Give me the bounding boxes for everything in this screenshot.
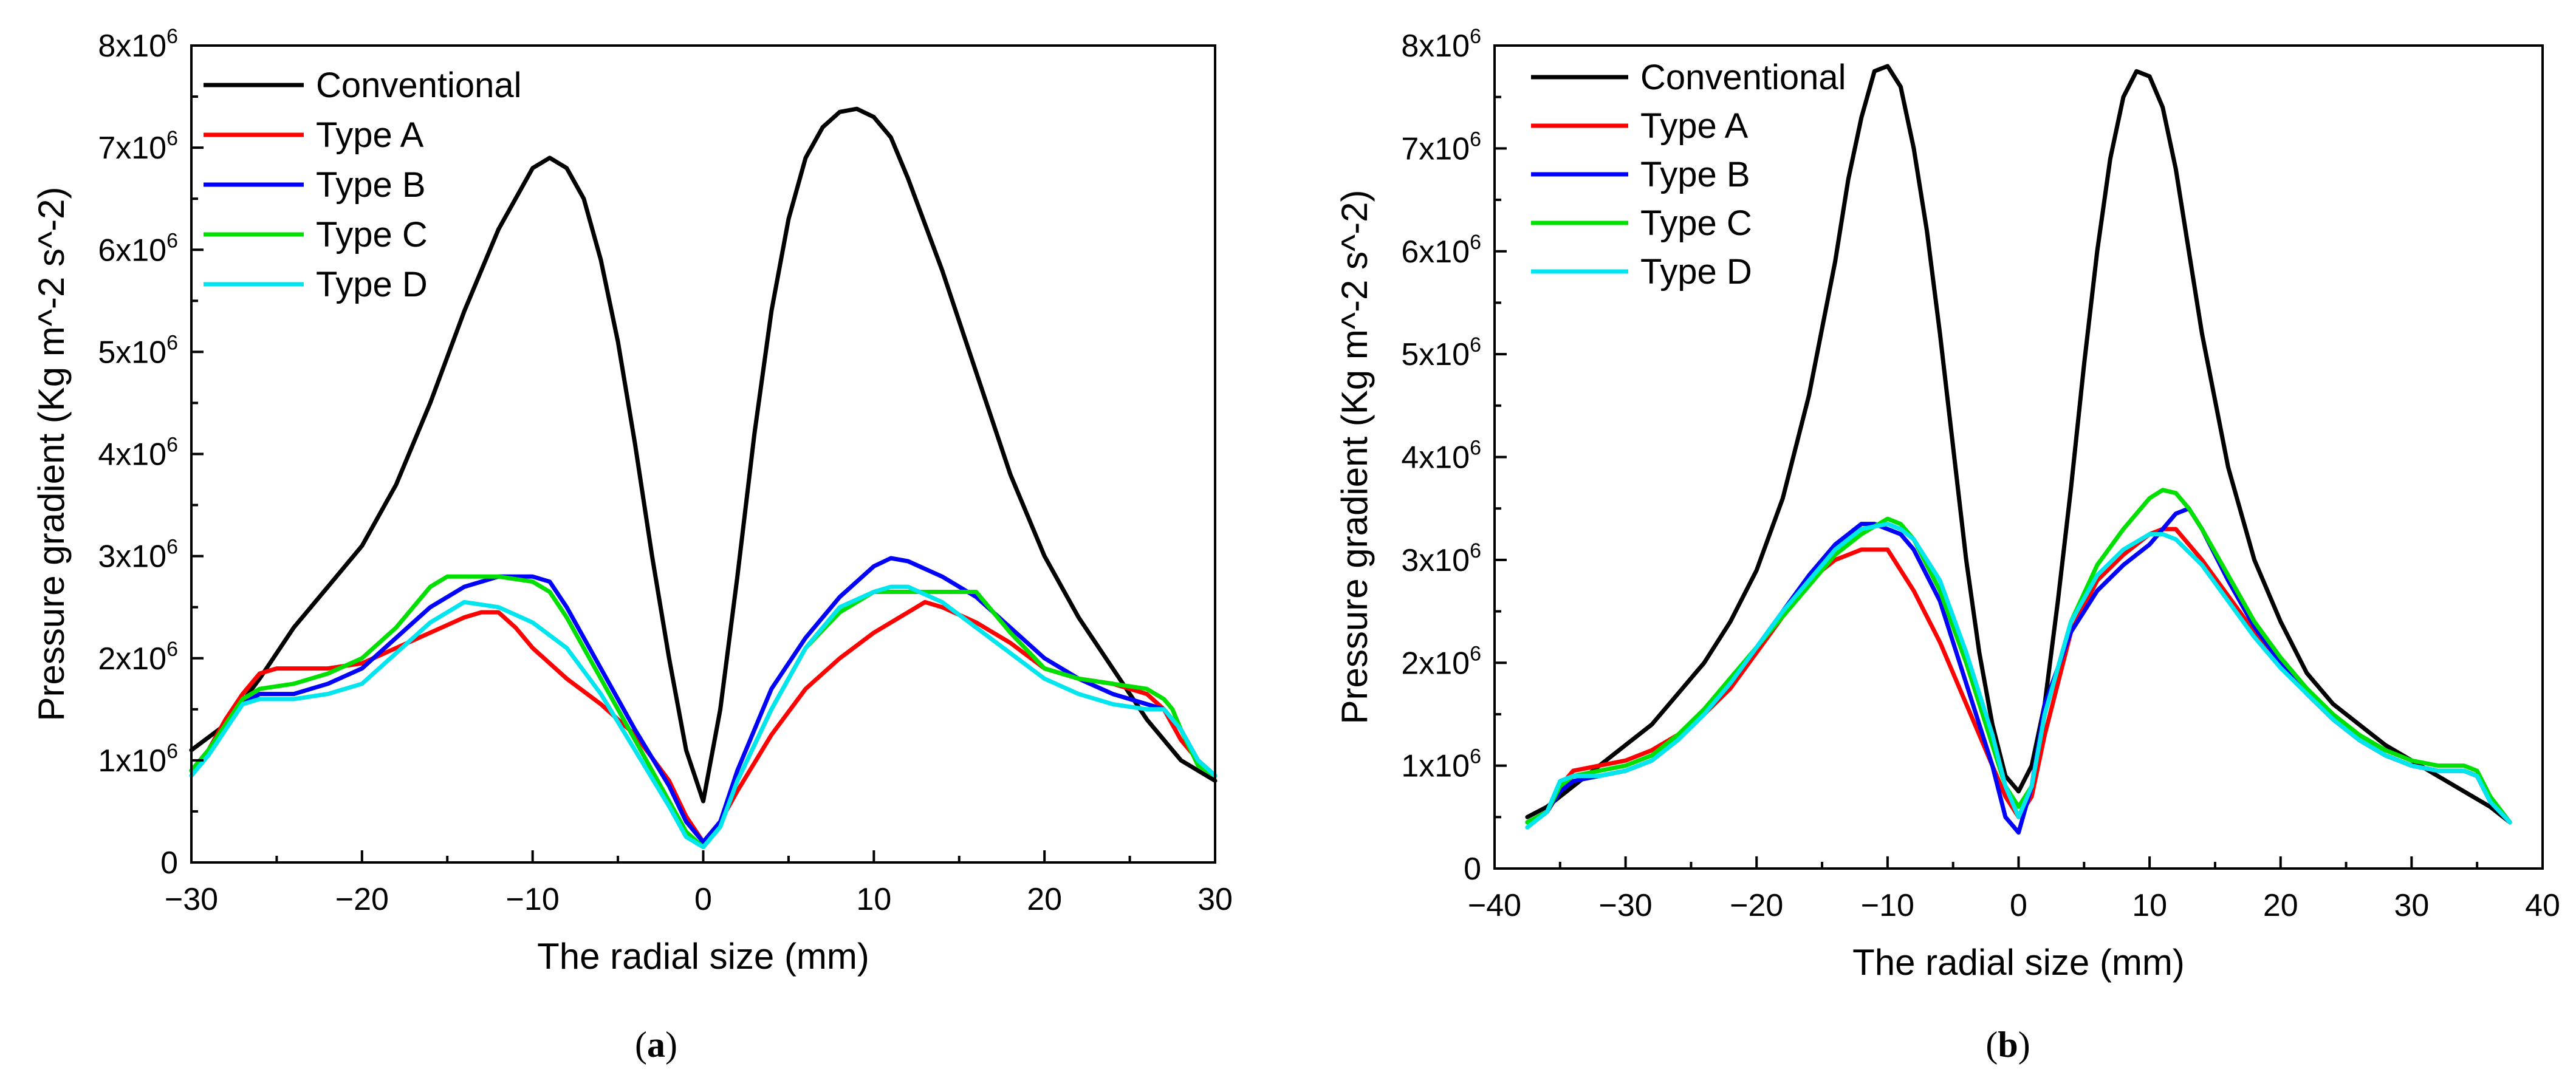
x-tick-label: 0 [694,882,712,917]
y-tick-label: 3x106 [1401,539,1481,578]
series-line-type-d [1525,522,2512,830]
y-tick-label: 6x106 [98,229,178,268]
y-tick-label: 0 [160,845,178,881]
series-layer [189,106,1218,850]
legend-label: Type A [316,115,424,155]
y-tick-label: 1x106 [98,740,178,779]
x-tick-label: 20 [1027,882,1062,917]
panel-label: (a) [635,1025,677,1065]
y-tick-label: 5x106 [1401,333,1481,372]
x-tick-label: −30 [1599,888,1653,923]
legend-label: Type A [1640,106,1749,146]
series-line-conventional [189,106,1218,804]
y-tick-label: 7x106 [98,127,178,166]
x-tick-label: −10 [1861,888,1914,923]
y-axis-title: Pressure gradient (Kg m^-2 s^-2) [31,187,72,722]
y-axis-title: Pressure gradient (Kg m^-2 s^-2) [1334,190,1375,725]
y-axis-ticks: 0 1x106 2x106 3x106 4x106 5x106 6x106 7x106 8x10… [1401,25,1507,887]
y-tick-label: 2x106 [98,638,178,677]
legend-label: Conventional [316,66,522,105]
x-axis-title: The radial size (mm) [537,936,869,977]
x-axis-ticks: −30 −20 −10 0 10 20 30 [165,850,1233,917]
legend-label: Type D [1640,252,1752,292]
y-tick-label: 3x106 [98,536,178,575]
y-tick-label: 2x106 [1401,642,1481,681]
y-tick-label: 5x106 [98,331,178,370]
series-line-conventional [1525,64,2512,825]
series-layer [1525,64,2512,835]
y-tick-label: 8x106 [98,25,178,64]
y-tick-label: 7x106 [1401,128,1481,166]
legend-label: Type C [1640,203,1752,243]
y-tick-label: 0 [1464,852,1481,887]
x-tick-label: 0 [2010,888,2027,923]
x-tick-label: 30 [2394,888,2429,923]
panel-label: (b) [1985,1025,2030,1065]
legend: Conventional Type A Type B Type C Type D [1531,58,1846,292]
legend-label: Conventional [1640,58,1846,97]
legend-label: Type D [316,265,428,304]
x-tick-label: −20 [1730,888,1783,923]
y-tick-label: 4x106 [98,434,178,473]
x-tick-label: 30 [1197,882,1233,917]
x-tick-label: −10 [506,882,560,917]
x-tick-label: 40 [2525,888,2560,923]
series-line-type-d [189,584,1218,850]
x-tick-label: 10 [856,882,891,917]
x-tick-label: −30 [165,882,218,917]
y-axis-ticks: 0 1x106 2x106 3x106 4x106 5x106 6x106 7x106 8x10… [98,25,204,881]
legend-label: Type B [316,165,426,205]
chart-panel-a: −30 −20 −10 0 10 20 30 0 1x106 2x106 3x106 4x106 5x… [31,25,1233,1065]
x-tick-label: 20 [2263,888,2298,923]
y-tick-label: 6x106 [1401,231,1481,270]
legend: Conventional Type A Type B Type C Type D [204,66,522,304]
y-tick-label: 1x106 [1401,745,1481,784]
x-axis-title: The radial size (mm) [1852,942,2185,983]
chart-panel-b: −40 −30 −20 −10 0 10 20 30 40 0 1x106 2x106 3x106 4x… [1334,25,2560,1065]
x-tick-label: −40 [1468,888,1521,923]
x-tick-label: 10 [2132,888,2167,923]
series-line-type-c [189,574,1218,850]
x-tick-label: −20 [335,882,389,917]
legend-label: Type B [1640,155,1750,194]
series-line-type-b [189,556,1218,844]
y-tick-label: 8x106 [1401,25,1481,64]
y-tick-label: 4x106 [1401,437,1481,476]
x-axis-ticks: −40 −30 −20 −10 0 10 20 30 40 [1468,856,2560,923]
legend-label: Type C [316,215,428,254]
